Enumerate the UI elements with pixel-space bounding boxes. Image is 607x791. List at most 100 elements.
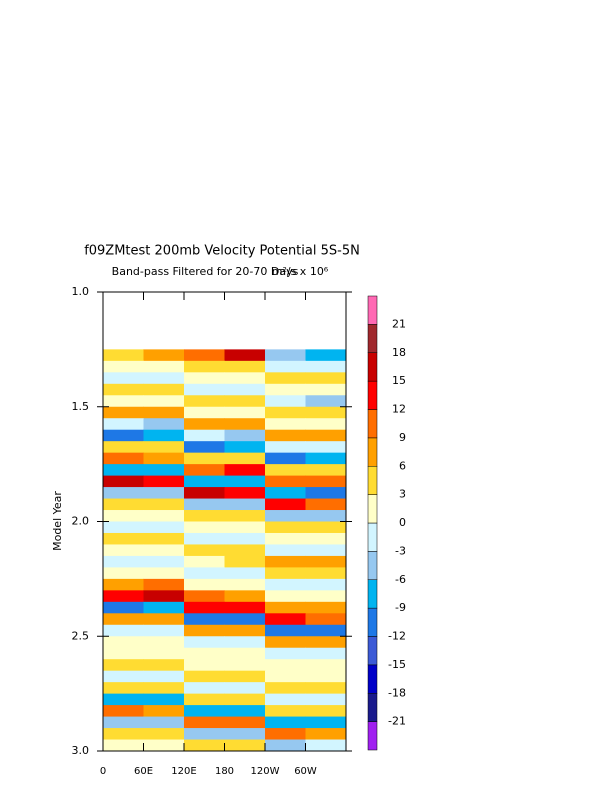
y-tick-label: 1.5: [72, 400, 90, 413]
field-cell: [224, 739, 266, 752]
field-cell: [224, 716, 266, 729]
field-cell: [143, 521, 185, 534]
field-cell: [224, 452, 266, 465]
field-cell: [184, 693, 225, 706]
field-cell: [184, 567, 225, 580]
field-cell: [224, 567, 266, 580]
field-cell: [103, 521, 144, 534]
field-cell: [265, 383, 306, 396]
field-cell: [103, 555, 144, 568]
colorbar-box: [367, 324, 378, 353]
field-cell: [184, 659, 225, 672]
field-cell: [184, 487, 225, 500]
field-cell: [143, 452, 185, 465]
field-cell: [305, 670, 347, 683]
field-cell: [184, 544, 225, 557]
field-cell: [184, 383, 225, 396]
field-cell: [184, 372, 225, 385]
field-cell: [265, 728, 306, 741]
field-cell: [305, 521, 347, 534]
colorbar-label: -12: [388, 630, 406, 643]
field-cell: [103, 532, 144, 545]
field-cell: [143, 693, 185, 706]
field-cell: [103, 372, 144, 385]
field-cell: [224, 693, 266, 706]
field-cell: [103, 464, 144, 477]
field-cell: [103, 383, 144, 396]
field-cell: [184, 555, 225, 568]
colorbar-label: 3: [399, 488, 406, 501]
field-cell: [305, 716, 347, 729]
field-cell: [143, 498, 185, 511]
field-cell: [305, 395, 347, 408]
field-cell: [305, 728, 347, 741]
field-cell: [305, 693, 347, 706]
colorbar-box: [367, 607, 378, 637]
field-cell: [305, 567, 347, 580]
field-cell: [305, 475, 347, 488]
field-cell: [305, 498, 347, 511]
colorbar-label: 18: [392, 346, 406, 359]
field-cell: [184, 521, 225, 534]
field-cell: [103, 728, 144, 741]
y-tick-label: 1.0: [72, 285, 90, 298]
field-cell: [265, 452, 306, 465]
field-cell: [265, 670, 306, 683]
colorbar-box: [367, 693, 378, 722]
field-cell: [224, 728, 266, 741]
field-cell: [305, 487, 347, 500]
field-cell: [305, 452, 347, 465]
x-tick-label: 120E: [171, 766, 196, 777]
chart-subtitle: Band-pass Filtered for 20-70 Days: [112, 265, 299, 278]
field-cell: [224, 498, 266, 511]
y-tick-label: 3.0: [72, 744, 90, 757]
x-tick-label: 120W: [251, 766, 280, 777]
field-cell: [305, 544, 347, 557]
field-cell: [184, 452, 225, 465]
colorbar-box: [367, 409, 378, 439]
field-cell: [143, 705, 185, 718]
colorbar-box: [367, 636, 378, 666]
y-tick-label: 2.0: [72, 515, 90, 528]
field-cell: [305, 429, 347, 442]
field-cell: [265, 693, 306, 706]
field-cell: [184, 510, 225, 522]
colorbar-label: -6: [395, 573, 406, 586]
field-cell: [143, 567, 185, 580]
field-cell: [143, 682, 185, 695]
field-cell: [224, 372, 266, 385]
field-cell: [143, 659, 185, 672]
colorbar-box: [367, 466, 378, 495]
field-cell: [103, 601, 144, 614]
units-label: m²/s x 10⁶: [272, 265, 329, 278]
field-cell: [184, 613, 225, 626]
field-cell: [143, 441, 185, 454]
colorbar-box: [367, 380, 378, 410]
field-cell: [305, 647, 347, 660]
field-cell: [184, 475, 225, 488]
colorbar-label: 12: [392, 403, 406, 416]
field-cell: [103, 578, 144, 591]
field-cell: [305, 601, 347, 614]
field-cell: [305, 372, 347, 385]
field-cell: [305, 739, 347, 752]
field-cell: [103, 360, 144, 373]
field-cell: [103, 613, 144, 626]
field-cell: [265, 659, 306, 672]
field-cell: [265, 590, 306, 603]
field-cell: [224, 636, 266, 649]
field-cell: [224, 647, 266, 660]
field-cell: [103, 418, 144, 431]
field-cell: [184, 441, 225, 454]
field-cell: [224, 487, 266, 500]
field-cell: [265, 705, 306, 718]
colorbar-box: [367, 551, 378, 580]
field-cell: [224, 464, 266, 477]
field-cell: [224, 624, 266, 637]
field-cell: [224, 349, 266, 362]
field-cell: [103, 716, 144, 729]
colorbar-box: [367, 437, 378, 467]
field-cell: [305, 532, 347, 545]
field-cell: [224, 670, 266, 683]
field-cell: [103, 670, 144, 683]
